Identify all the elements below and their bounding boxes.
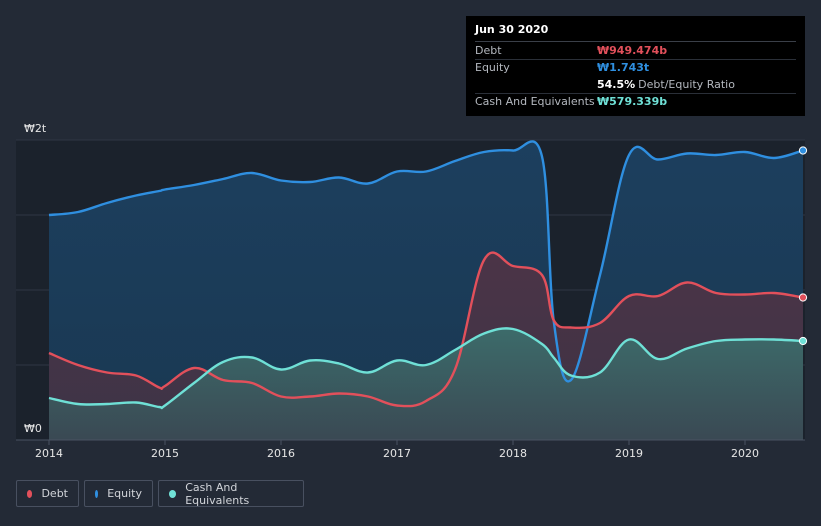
- legend-equity-button[interactable]: Equity: [84, 480, 153, 507]
- tooltip-ratio-label: Debt/Equity Ratio: [638, 77, 735, 91]
- x-tick-label-2014: 2014: [35, 447, 63, 460]
- x-axis: 2014 2015 2016 2017 2018 2019 2020: [35, 440, 759, 460]
- tooltip-cash-label: Cash And Equivalents: [475, 95, 595, 109]
- cash-and-equivalents-end-marker[interactable]: [798, 336, 808, 346]
- tooltip-row-debt: Debt ₩949.474b: [475, 41, 796, 59]
- legend-equity-label: Equity: [107, 487, 142, 500]
- debt-line: [48, 251, 804, 408]
- tooltip-debt-label: Debt: [475, 43, 502, 57]
- series-end-markers: [798, 146, 808, 346]
- tooltip-row-cash: Cash And Equivalents ₩579.339b: [475, 92, 796, 111]
- equity-color-dot: [95, 489, 99, 498]
- legend-debt-button[interactable]: Debt: [16, 480, 79, 507]
- tooltip-debt-value: ₩949.474b: [597, 43, 668, 57]
- tooltip-equity-label: Equity: [475, 61, 510, 75]
- x-tick-label-2016: 2016: [267, 447, 295, 460]
- equity-end-marker[interactable]: [798, 146, 808, 155]
- legend-cash-label: Cash And Equivalents: [185, 480, 250, 507]
- y-tick-label-top: ₩2t: [24, 122, 47, 135]
- series-lines: [48, 140, 804, 410]
- tooltip-ratio-value: 54.5%: [597, 77, 636, 91]
- debt-end-marker[interactable]: [798, 293, 808, 302]
- legend-cash-button[interactable]: Cash And Equivalents: [158, 480, 304, 507]
- tooltip-equity-value: ₩1.743t: [597, 61, 650, 75]
- x-tick-label-2017: 2017: [383, 447, 411, 460]
- tooltip-date: Jun 30 2020: [475, 23, 549, 36]
- tooltip-row-ratio: 54.5% Debt/Equity Ratio: [475, 76, 796, 93]
- x-tick-label-2015: 2015: [151, 447, 179, 460]
- equity-line: [48, 140, 804, 383]
- tooltip: Jun 30 2020 Debt ₩949.474b Equity ₩1.743…: [466, 16, 805, 116]
- cash-and-equivalents-line: [48, 327, 804, 410]
- cash-color-dot: [169, 489, 177, 498]
- x-tick-label-2020: 2020: [731, 447, 759, 460]
- x-tick-label-2019: 2019: [615, 447, 643, 460]
- tooltip-row-equity: Equity ₩1.743t: [475, 58, 796, 77]
- y-tick-label-bottom: ₩0: [24, 422, 42, 435]
- debt-color-dot: [27, 489, 33, 498]
- legend-debt-label: Debt: [41, 487, 68, 500]
- tooltip-cash-value: ₩579.339b: [597, 95, 668, 109]
- x-tick-label-2018: 2018: [499, 447, 527, 460]
